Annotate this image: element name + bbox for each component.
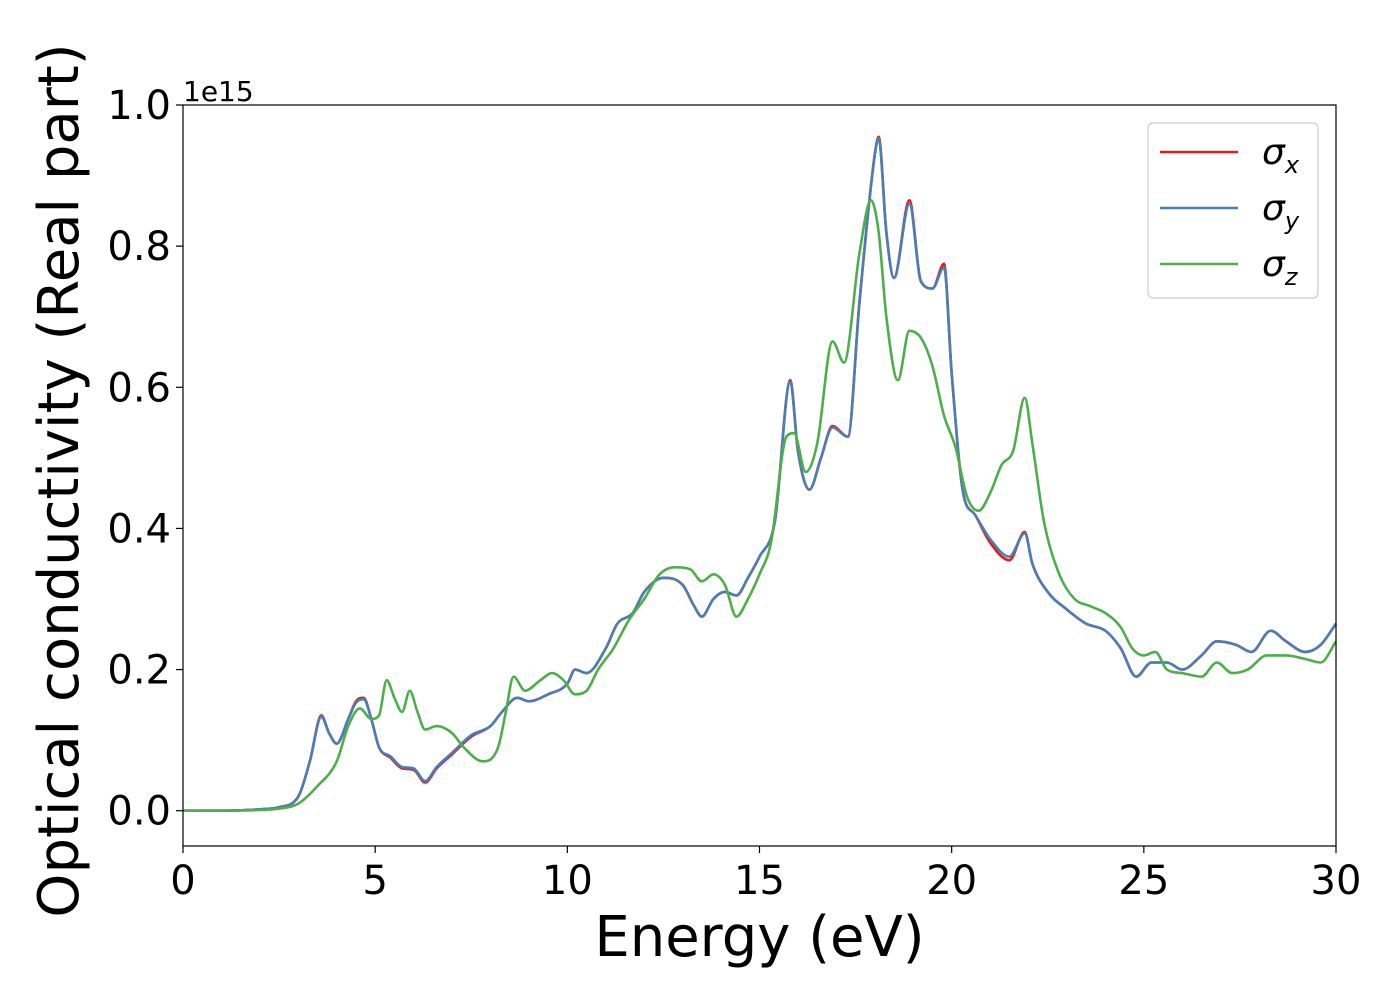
series-layer (183, 135, 1338, 813)
y-tick-label: 0.4 (107, 506, 171, 552)
y-tick-label: 0.2 (107, 648, 171, 694)
x-tick-label: 20 (926, 858, 977, 904)
y-tick-label: 1.0 (107, 83, 171, 129)
x-tick-label: 25 (1118, 858, 1169, 904)
y-tick-label: 0.6 (107, 365, 171, 411)
y-axis-ticks: 0.0 0.2 0.4 0.6 0.8 1.0 (107, 83, 183, 835)
y-tick-label: 0.8 (107, 224, 171, 270)
legend-box (1147, 122, 1319, 299)
y-axis-offset-label: 1e15 (183, 75, 254, 108)
x-axis-ticks: 0 5 10 15 20 25 30 (170, 846, 1361, 904)
series-line-z (183, 198, 1338, 813)
x-axis-title: Energy (eV) (594, 905, 924, 970)
x-tick-label: 10 (542, 858, 593, 904)
x-tick-label: 5 (362, 858, 387, 904)
y-tick-label: 0.0 (107, 789, 171, 835)
x-tick-label: 30 (1311, 858, 1362, 904)
x-tick-label: 0 (170, 858, 195, 904)
x-tick-label: 15 (734, 858, 785, 904)
y-axis-title: Optical conductivity (Real part) (27, 43, 92, 917)
